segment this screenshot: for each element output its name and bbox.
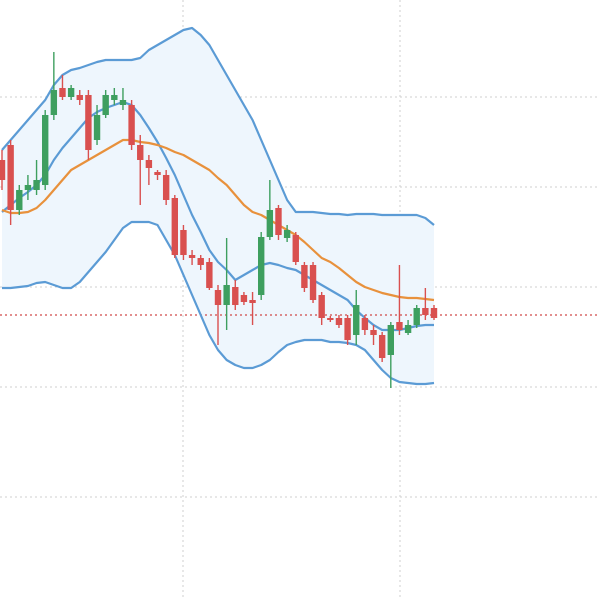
candle-body	[145, 160, 153, 168]
indicator-line	[1, 100, 434, 332]
candle-body	[102, 95, 109, 115]
candle-body	[188, 255, 196, 258]
candle-body	[137, 145, 144, 160]
candle-body	[258, 237, 265, 295]
candle-body	[67, 88, 75, 97]
candle-body	[76, 95, 83, 100]
candle-body	[85, 95, 92, 150]
candle-body	[33, 180, 40, 190]
candle-body	[396, 322, 403, 330]
candle-body	[93, 115, 101, 140]
candle-body	[214, 290, 222, 305]
candle-body	[16, 190, 23, 210]
candle-body	[119, 100, 127, 105]
candle-body	[50, 90, 58, 115]
candle-body	[232, 287, 239, 305]
candle-body	[361, 318, 369, 330]
candle-body	[353, 305, 360, 335]
candle-body	[327, 318, 334, 320]
candle-body	[154, 172, 161, 175]
candle-body	[0, 160, 6, 180]
candle-body	[335, 318, 343, 325]
candle-body	[180, 230, 187, 255]
candle-body	[422, 308, 429, 315]
candle-body	[283, 230, 291, 238]
candle-body	[275, 208, 282, 235]
candle-body	[171, 198, 178, 255]
candle-body	[413, 308, 420, 325]
plot-area	[0, 26, 600, 498]
candle-body	[370, 330, 377, 335]
candle-body	[240, 295, 248, 302]
candle-body	[430, 308, 438, 318]
candle-body	[128, 105, 135, 145]
candle-body	[7, 145, 14, 210]
candle-body	[378, 335, 386, 358]
candle-body	[309, 265, 317, 300]
candle-body	[24, 185, 32, 190]
indicator-line	[1, 26, 435, 226]
candle-body	[42, 115, 49, 185]
candle-body	[266, 210, 274, 237]
candle-body	[111, 95, 118, 100]
indicator-line	[1, 138, 435, 302]
candle-body	[197, 258, 204, 265]
candle-body	[301, 265, 308, 288]
indicator-line	[2, 220, 435, 386]
candle-body	[344, 318, 351, 340]
candle-body	[387, 325, 394, 355]
candle-body	[318, 295, 325, 318]
band-fill	[2, 28, 434, 384]
candle-body	[206, 262, 213, 288]
candle-body	[59, 88, 66, 97]
candle-body	[162, 175, 170, 200]
candle-body	[249, 300, 256, 303]
candle-body	[223, 285, 230, 305]
candle-body	[404, 325, 412, 333]
candle-body	[292, 235, 299, 262]
